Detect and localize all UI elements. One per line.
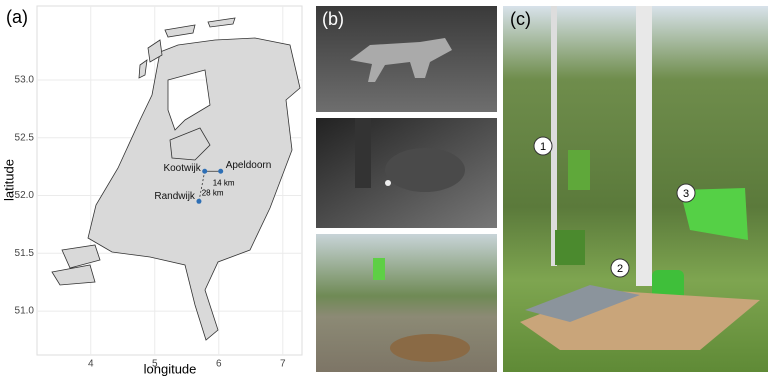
- marker-circle: [533, 136, 553, 156]
- place-label: Kootwijk: [163, 163, 201, 174]
- marker-circle: [610, 258, 630, 278]
- place-point: [202, 168, 208, 174]
- distance-label: 28 km: [202, 188, 224, 197]
- trap: [373, 258, 385, 280]
- y-axis-label: latitude: [1, 159, 16, 201]
- pole: [551, 6, 557, 266]
- marker-number: 1: [540, 141, 546, 153]
- panel-label: (b): [322, 9, 344, 29]
- islands-south: [51, 244, 101, 286]
- flevoland: [169, 127, 211, 161]
- place-label: Apeldoorn: [226, 160, 272, 171]
- marker-number: 3: [683, 188, 689, 200]
- place-point: [196, 198, 202, 204]
- y-tick-label: 52.5: [15, 132, 35, 143]
- netherlands-outline: [87, 37, 301, 341]
- distance-label: 14 km: [213, 178, 235, 187]
- tree: [355, 118, 371, 188]
- distance-line: [198, 171, 206, 202]
- solar-panel: [525, 285, 640, 322]
- pole: [636, 6, 652, 286]
- x-axis-label: longitude: [144, 361, 197, 376]
- islands-north: [138, 17, 236, 79]
- eye-shine: [385, 180, 391, 186]
- place-label: Randwijk: [154, 191, 196, 202]
- y-tick-label: 51.5: [15, 248, 35, 259]
- y-tick-label: 51.0: [15, 306, 35, 317]
- x-tick-label: 5: [152, 359, 158, 370]
- fox: [350, 38, 452, 82]
- panel-label: (c): [510, 9, 531, 29]
- hare: [390, 334, 470, 362]
- x-tick-label: 4: [88, 359, 94, 370]
- boar: [385, 148, 465, 192]
- trap: [555, 230, 585, 265]
- x-tick-label: 7: [280, 359, 286, 370]
- marker-circle: [676, 183, 696, 203]
- y-tick-label: 53.0: [15, 75, 35, 86]
- y-tick-label: 52.0: [15, 190, 35, 201]
- trap: [568, 150, 590, 190]
- vane: [680, 188, 748, 240]
- panel-label: (a): [6, 7, 28, 27]
- place-point: [218, 168, 224, 174]
- marker-number: 2: [617, 263, 623, 275]
- x-tick-label: 6: [216, 359, 222, 370]
